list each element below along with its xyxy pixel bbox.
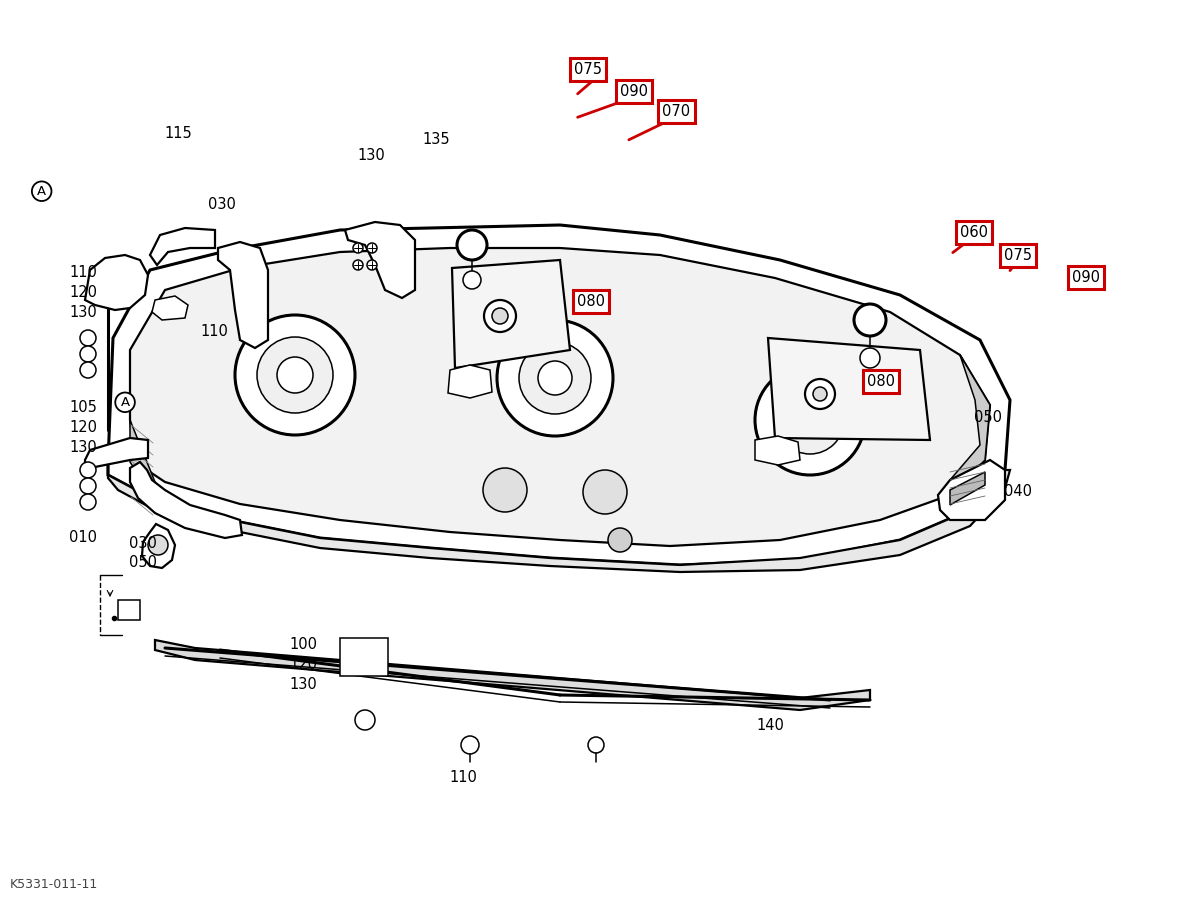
Text: 040: 040 bbox=[1004, 484, 1033, 499]
Text: 130: 130 bbox=[69, 440, 96, 455]
Polygon shape bbox=[155, 640, 869, 710]
Text: 050: 050 bbox=[974, 410, 1003, 425]
Text: 060: 060 bbox=[960, 226, 989, 240]
Text: 090: 090 bbox=[619, 84, 648, 98]
Text: 130: 130 bbox=[289, 677, 317, 692]
Polygon shape bbox=[108, 225, 1010, 565]
Polygon shape bbox=[150, 228, 216, 265]
Circle shape bbox=[235, 315, 355, 435]
Circle shape bbox=[278, 357, 313, 393]
Polygon shape bbox=[130, 420, 155, 500]
Text: K5331-011-11: K5331-011-11 bbox=[10, 879, 98, 891]
Circle shape bbox=[463, 271, 481, 289]
Circle shape bbox=[519, 342, 591, 414]
Text: 030: 030 bbox=[208, 198, 236, 212]
Text: 115: 115 bbox=[164, 126, 192, 141]
Text: 010: 010 bbox=[69, 530, 98, 545]
Text: 120: 120 bbox=[289, 658, 318, 672]
Text: 030: 030 bbox=[129, 536, 156, 550]
Text: 050: 050 bbox=[129, 556, 157, 570]
Circle shape bbox=[813, 387, 827, 401]
Text: A: A bbox=[37, 185, 46, 198]
Circle shape bbox=[755, 365, 865, 475]
Polygon shape bbox=[950, 472, 985, 505]
Circle shape bbox=[355, 710, 375, 730]
Text: 140: 140 bbox=[756, 718, 784, 732]
Polygon shape bbox=[130, 248, 990, 546]
Circle shape bbox=[484, 300, 516, 332]
Polygon shape bbox=[130, 462, 242, 538]
Text: 130: 130 bbox=[69, 305, 96, 319]
Text: 120: 120 bbox=[69, 420, 98, 435]
Text: 130: 130 bbox=[357, 148, 385, 162]
Text: 075: 075 bbox=[1004, 248, 1033, 262]
Circle shape bbox=[367, 243, 378, 253]
Text: 135: 135 bbox=[423, 133, 450, 147]
Circle shape bbox=[588, 737, 604, 753]
Text: 110: 110 bbox=[200, 325, 227, 339]
Text: 110: 110 bbox=[449, 770, 476, 785]
Circle shape bbox=[461, 736, 479, 754]
Circle shape bbox=[353, 243, 363, 253]
Circle shape bbox=[805, 379, 835, 409]
Polygon shape bbox=[950, 355, 990, 495]
Text: A: A bbox=[120, 396, 130, 409]
Text: 110: 110 bbox=[69, 265, 96, 280]
Polygon shape bbox=[755, 436, 800, 465]
Circle shape bbox=[80, 462, 96, 478]
Circle shape bbox=[584, 470, 626, 514]
Circle shape bbox=[80, 330, 96, 346]
Polygon shape bbox=[768, 338, 930, 440]
Polygon shape bbox=[448, 365, 492, 398]
Text: 105: 105 bbox=[69, 400, 96, 415]
Circle shape bbox=[353, 260, 363, 270]
Circle shape bbox=[257, 337, 333, 413]
Circle shape bbox=[367, 260, 378, 270]
Polygon shape bbox=[453, 260, 570, 368]
Circle shape bbox=[80, 346, 96, 362]
Polygon shape bbox=[152, 296, 188, 320]
Polygon shape bbox=[939, 460, 1005, 520]
Circle shape bbox=[607, 528, 632, 552]
Polygon shape bbox=[218, 242, 268, 348]
Circle shape bbox=[860, 348, 880, 368]
Circle shape bbox=[497, 320, 613, 436]
Text: 120: 120 bbox=[69, 285, 98, 299]
Circle shape bbox=[148, 535, 168, 555]
Circle shape bbox=[80, 478, 96, 494]
Polygon shape bbox=[85, 255, 148, 310]
Circle shape bbox=[854, 304, 886, 336]
Text: 080: 080 bbox=[576, 294, 605, 308]
Text: 075: 075 bbox=[574, 62, 603, 77]
Bar bbox=[339, 638, 388, 676]
Circle shape bbox=[457, 230, 487, 260]
Circle shape bbox=[492, 308, 509, 324]
Polygon shape bbox=[108, 462, 1010, 572]
Text: 070: 070 bbox=[662, 105, 691, 119]
Polygon shape bbox=[85, 438, 148, 468]
Polygon shape bbox=[345, 222, 414, 298]
Circle shape bbox=[80, 494, 96, 510]
Polygon shape bbox=[118, 600, 141, 620]
Text: 090: 090 bbox=[1072, 271, 1100, 285]
Circle shape bbox=[80, 362, 96, 378]
Text: 080: 080 bbox=[867, 374, 896, 389]
Circle shape bbox=[538, 361, 572, 395]
Text: 100: 100 bbox=[289, 638, 318, 652]
Circle shape bbox=[777, 386, 844, 454]
Circle shape bbox=[484, 468, 526, 512]
Polygon shape bbox=[142, 524, 175, 568]
Circle shape bbox=[794, 404, 827, 436]
